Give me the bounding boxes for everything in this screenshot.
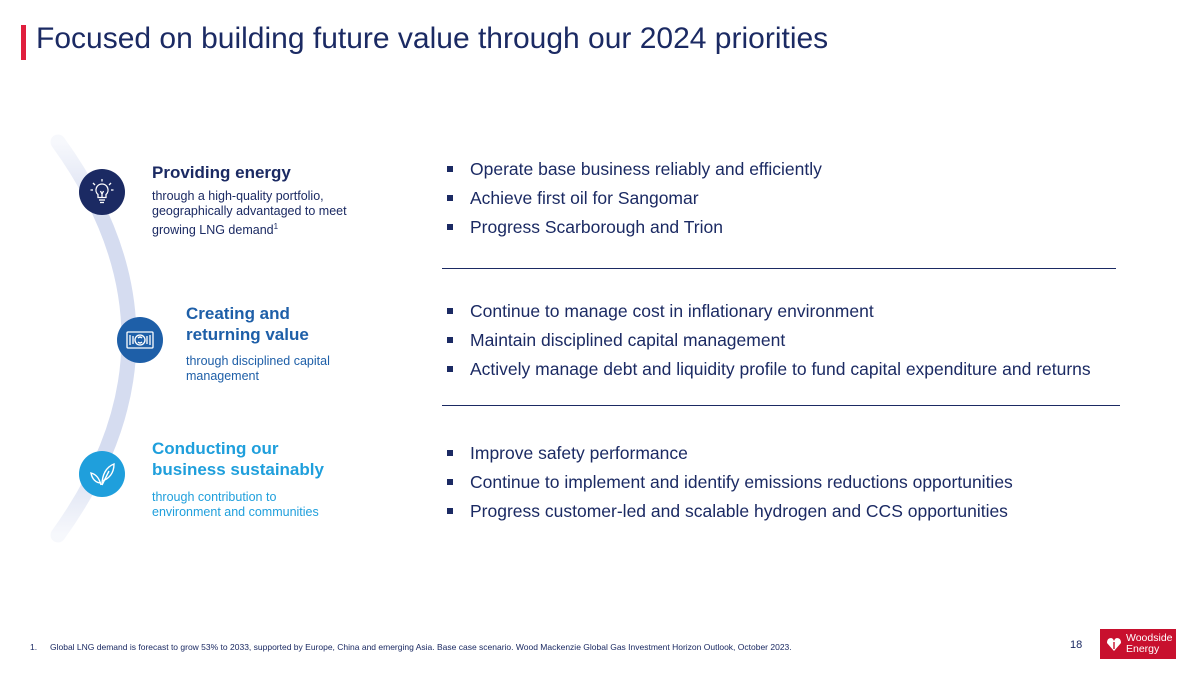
list-item: Actively manage debt and liquidity profi… <box>430 359 1091 388</box>
leaf-icon <box>79 451 125 497</box>
logo-line1: Woodside <box>1126 632 1173 644</box>
list-item: Improve safety performance <box>430 443 1013 472</box>
page-number: 18 <box>1070 639 1083 651</box>
pillar-arc <box>50 134 137 543</box>
footnote: 1. Global LNG demand is forecast to grow … <box>30 642 792 652</box>
slide-title: Focused on building future value through… <box>36 22 829 55</box>
woodside-emblem-icon <box>1107 638 1121 651</box>
woodside-logo: Woodside Energy <box>1100 629 1176 659</box>
list-item: Continue to manage cost in inflationary … <box>430 301 1091 330</box>
list-item: Achieve first oil for Sangomar <box>430 188 822 217</box>
section-divider <box>442 405 1120 406</box>
list-item: Progress Scarborough and Trion <box>430 217 822 246</box>
list-item: Maintain disciplined capital management <box>430 330 1091 359</box>
pillar-subtext-creating-value: through disciplined capital management <box>186 354 330 383</box>
priority-list-value: Continue to manage cost in inflationary … <box>430 301 1091 388</box>
pillar-heading-sustainability: Conducting our business sustainably <box>152 439 324 479</box>
pillar-heading-creating-value: Creating and returning value <box>186 304 309 344</box>
footnote-marker: 1 <box>273 222 279 231</box>
priority-list-sustainability: Improve safety performance Continue to i… <box>430 443 1013 530</box>
logo-line2: Energy <box>1126 643 1160 655</box>
list-item: Operate base business reliably and effic… <box>430 159 822 188</box>
title-accent-bar <box>21 25 26 60</box>
pillar-subtext-providing-energy: through a high-quality portfolio, geogra… <box>152 189 347 238</box>
priority-list-energy: Operate base business reliably and effic… <box>430 159 822 246</box>
pillar-heading-providing-energy: Providing energy <box>152 163 291 182</box>
lightbulb-icon <box>79 169 125 215</box>
list-item: Progress customer-led and scalable hydro… <box>430 501 1013 530</box>
pillar-subtext-sustainability: through contribution to environment and … <box>152 490 319 519</box>
list-item: Continue to implement and identify emiss… <box>430 472 1013 501</box>
section-divider <box>442 268 1116 269</box>
capital-icon <box>117 317 163 363</box>
